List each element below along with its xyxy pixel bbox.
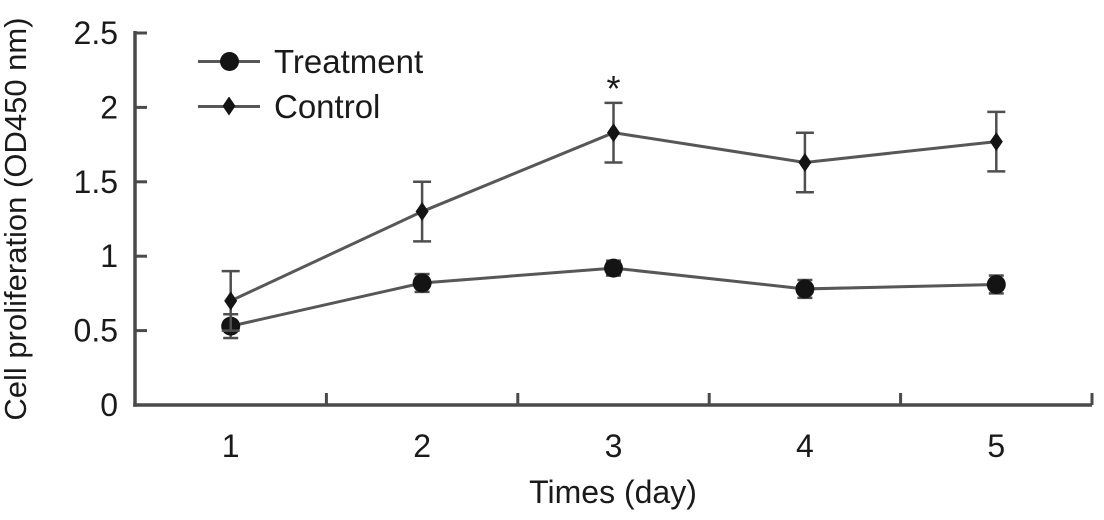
x-tick-label: 4: [796, 428, 814, 464]
circle-marker-icon: [219, 51, 239, 71]
data-point-treatment: [412, 273, 432, 293]
diamond-marker-icon: [222, 96, 236, 116]
y-tick-label: 0.5: [74, 313, 118, 349]
x-tick-label: 2: [413, 428, 431, 464]
x-axis-title: Times (day): [529, 474, 697, 510]
legend-item-treatment: Treatment: [198, 42, 423, 80]
data-point-control: [415, 202, 429, 222]
data-point-treatment: [604, 258, 623, 278]
y-tick-label: 1: [100, 238, 118, 274]
legend-label-control: Control: [274, 87, 381, 125]
legend: Treatment Control: [198, 42, 423, 125]
data-point-control: [607, 123, 620, 143]
y-tick-label: 2.5: [74, 15, 118, 51]
plot-area: 0 0.5 1 1.5 2 2.5 1 2 3 4 5: [74, 15, 1094, 464]
x-tick-label: 5: [987, 428, 1005, 464]
x-tick-label: 3: [605, 428, 623, 464]
data-point-control: [224, 291, 238, 311]
legend-label-treatment: Treatment: [274, 42, 424, 80]
data-point-treatment: [986, 274, 1006, 294]
data-point-treatment: [795, 279, 815, 299]
x-tick-label: 1: [222, 428, 240, 464]
legend-item-control: Control: [198, 87, 423, 125]
data-point-control: [798, 152, 812, 172]
y-axis-title: Cell proliferation (OD450 nm): [0, 17, 33, 420]
treatment-marker-sample: [198, 50, 260, 72]
y-tick-label: 2: [100, 89, 118, 125]
y-tick-label: 0: [100, 387, 118, 423]
data-point-control: [989, 132, 1003, 152]
y-tick-label: 1.5: [74, 164, 118, 200]
control-marker-sample: [198, 95, 260, 117]
significance-star: *: [606, 68, 620, 109]
